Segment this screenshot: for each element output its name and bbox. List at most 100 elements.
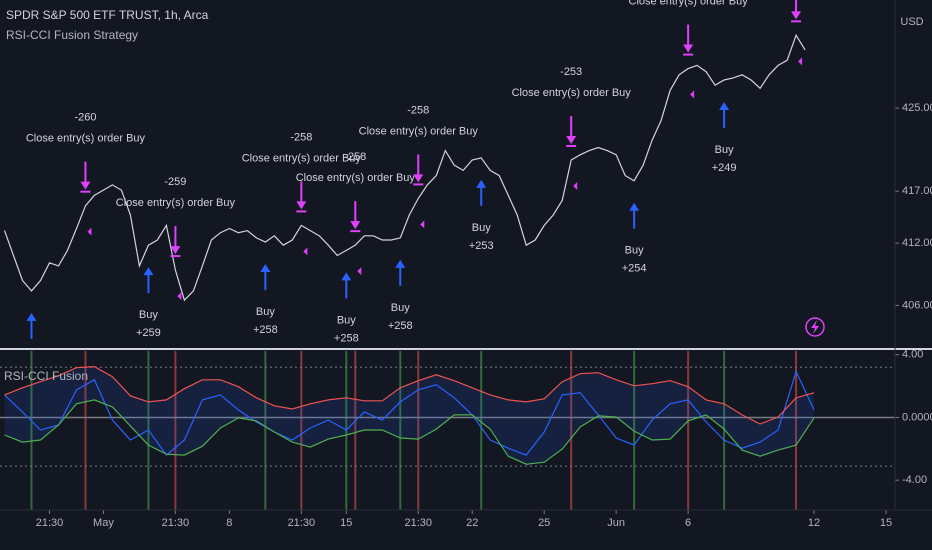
buy-amount: +258 (388, 320, 413, 332)
close-signal: Close entry(s) order Buy -253 (512, 66, 632, 190)
buy-signal (26, 312, 37, 339)
x-tick-label: 15 (340, 517, 352, 529)
x-tick-label: 15 (880, 517, 892, 529)
buy-arrow-head (629, 202, 640, 211)
x-tick-label: 25 (538, 517, 550, 529)
buy-amount: +258 (334, 332, 359, 344)
buy-signal: Buy +258 (388, 259, 413, 332)
close-signal: Close entry(s) order Buy (629, 0, 749, 99)
x-tick-label: 21:30 (36, 517, 64, 529)
indicator-pane (0, 351, 895, 510)
buy-amount: +254 (622, 263, 647, 275)
x-tick-label: 6 (685, 517, 691, 529)
buy-label: Buy (391, 302, 410, 314)
close-signal: Close entry(s) order Buy -258 (296, 151, 416, 276)
close-marker (798, 57, 803, 66)
strategy-name: RSI-CCI Fusion Strategy (6, 28, 138, 42)
buy-signal: Buy +249 (712, 101, 737, 174)
close-label: Close entry(s) order Buy (629, 0, 749, 7)
buy-signal: Buy +254 (622, 202, 647, 275)
close-arrow-head (170, 246, 181, 255)
buy-arrow-head (143, 267, 154, 276)
x-tick-label: 22 (466, 517, 478, 529)
buy-amount: +249 (712, 162, 737, 174)
close-signal: Close entry(s) order Buy -260 (26, 112, 146, 236)
close-label: Close entry(s) order Buy (116, 197, 236, 209)
axes: 406.00 412.00 417.00 425.00 4.00 0.0000 -4.00 2… (36, 102, 932, 529)
buy-label: Buy (472, 222, 491, 234)
x-tick-label: 21:30 (162, 517, 190, 529)
close-marker (420, 220, 425, 229)
close-label: Close entry(s) order Buy (359, 125, 479, 137)
buy-signal: Buy +258 (334, 272, 359, 344)
buy-label: Buy (256, 306, 275, 318)
chart-title: SPDR S&P 500 ETF TRUST, 1h, Arca (6, 8, 209, 22)
buy-arrow-head (395, 259, 406, 268)
close-arrow-head (683, 44, 694, 53)
close-marker (690, 90, 695, 99)
y-tick-label: 0.0000 (902, 411, 932, 423)
close-arrow-head (791, 11, 802, 20)
buy-arrow-head (719, 101, 730, 110)
close-label: Close entry(s) order Buy (26, 133, 146, 145)
close-marker (303, 247, 308, 256)
y-tick-label: 4.00 (902, 349, 923, 361)
buy-label: Buy (139, 309, 158, 321)
price-pane: Buy +259 Buy +258 Buy +258 Buy +258 Buy +253 Buy +2… (3, 0, 806, 344)
close-arrow-head (350, 221, 361, 230)
close-signal: Close entry(s) order Buy -258 (359, 104, 479, 229)
buy-label: Buy (337, 314, 356, 326)
close-arrow-head (566, 135, 577, 144)
close-amount: -258 (290, 131, 312, 143)
buy-arrow-head (476, 179, 487, 188)
close-arrow-head (296, 201, 307, 210)
x-tick-label: 8 (226, 517, 232, 529)
buy-signal: Buy +259 (136, 267, 161, 339)
close-label: Close entry(s) order Buy (512, 87, 632, 99)
buy-amount: +259 (136, 327, 161, 339)
buy-amount: +258 (253, 324, 278, 336)
buy-arrow-head (26, 312, 37, 321)
close-signal (791, 0, 803, 66)
currency-label: USD (900, 16, 923, 28)
indicator-line (4, 399, 815, 465)
close-arrow-head (80, 181, 91, 190)
close-marker (573, 181, 578, 190)
close-amount: -260 (74, 112, 96, 124)
buy-arrow-head (341, 272, 352, 281)
buy-signal: Buy +258 (253, 264, 278, 336)
y-tick-label: 417.00 (902, 185, 932, 197)
close-amount: -258 (407, 104, 429, 116)
x-tick-label: May (93, 517, 114, 529)
x-tick-label: 21:30 (405, 517, 433, 529)
close-amount: -258 (344, 151, 366, 163)
alert-icon[interactable] (805, 317, 825, 337)
close-marker (177, 292, 182, 301)
indicator-line (4, 365, 815, 425)
x-tick-label: 12 (808, 517, 820, 529)
close-marker (357, 267, 362, 276)
band-fill (4, 366, 814, 465)
buy-label: Buy (715, 144, 734, 156)
close-signal: Close entry(s) order Buy -259 (116, 176, 236, 301)
close-amount: -253 (560, 66, 582, 78)
price-line (3, 33, 806, 302)
close-marker (87, 227, 92, 236)
indicator-title: RSI-CCI Fusion (4, 369, 88, 383)
y-tick-label: 412.00 (902, 237, 932, 249)
close-label: Close entry(s) order Buy (296, 172, 416, 184)
x-tick-label: 21:30 (288, 517, 316, 529)
y-tick-label: -4.00 (902, 474, 927, 486)
x-tick-label: Jun (607, 517, 625, 529)
buy-amount: +253 (469, 240, 494, 252)
buy-label: Buy (625, 245, 644, 257)
close-label: Close entry(s) order Buy (242, 152, 362, 164)
y-tick-label: 425.00 (902, 102, 932, 114)
close-signal: Close entry(s) order Buy -258 (242, 131, 362, 256)
y-tick-label: 406.00 (902, 299, 932, 311)
close-amount: -259 (164, 176, 186, 188)
buy-signal: Buy +253 (469, 179, 494, 252)
